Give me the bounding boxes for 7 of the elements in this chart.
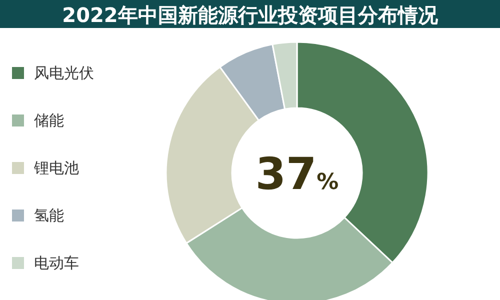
chart-title: 2022年中国新能源行业投资项目分布情况 xyxy=(62,3,439,27)
legend-label: 储能 xyxy=(34,112,64,130)
text: 37% xyxy=(255,149,339,200)
legend-label: 风电光伏 xyxy=(34,64,94,82)
legend-label: 锂电池 xyxy=(33,159,79,177)
legend-label: 电动车 xyxy=(34,254,79,272)
legend-label: 氢能 xyxy=(34,206,64,224)
